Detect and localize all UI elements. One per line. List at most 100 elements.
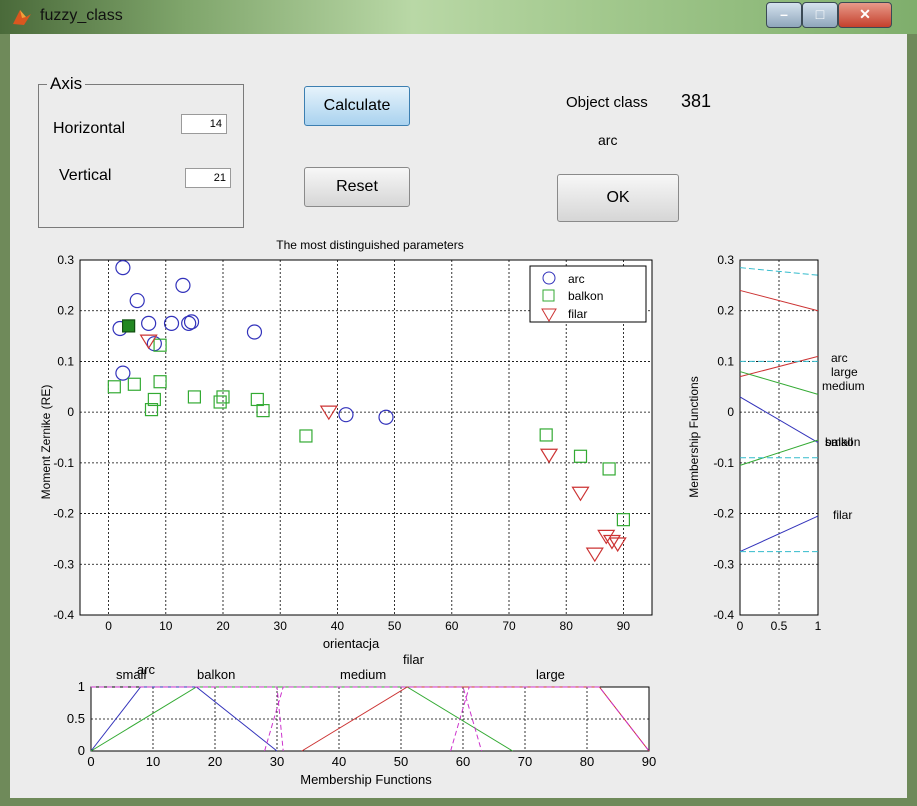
main-xtick-label: 90 bbox=[617, 619, 631, 633]
balkon-point bbox=[602, 462, 616, 476]
balkon-point bbox=[153, 375, 167, 389]
bottom-annot-filar: filar bbox=[403, 652, 425, 667]
right-series-line-2 bbox=[739, 371, 819, 395]
arc-point bbox=[141, 315, 157, 331]
right-xtick-label: 0.5 bbox=[771, 619, 788, 633]
arc-point bbox=[129, 292, 145, 309]
right-plot-area: 0 0.5 1 0.3 0.2 0.1 0 -0.1 -0.2 -0.3 -0.4 bbox=[713, 253, 821, 633]
balkon-point bbox=[250, 392, 264, 407]
maximize-button[interactable]: □ bbox=[802, 2, 838, 28]
main-xtick-label: 10 bbox=[159, 619, 173, 633]
main-xtick-label: 0 bbox=[105, 619, 112, 633]
right-ytick-label: 0.2 bbox=[717, 304, 734, 318]
legend-arc-marker bbox=[542, 271, 556, 285]
filar-point bbox=[571, 486, 590, 502]
main-frame bbox=[79, 259, 653, 616]
main-ytick-label: 0.2 bbox=[57, 304, 74, 318]
object-class-label: Object class bbox=[566, 94, 648, 111]
main-ytick-label: -0.1 bbox=[53, 456, 74, 470]
bottom-frame bbox=[90, 686, 650, 752]
right-series-line-3 bbox=[739, 396, 819, 444]
right-ytick-label: -0.4 bbox=[713, 608, 734, 622]
right-frame bbox=[739, 259, 819, 616]
right-xtick-label: 1 bbox=[815, 619, 822, 633]
object-class-value: 381 bbox=[681, 91, 712, 111]
main-xtick-label: 50 bbox=[388, 619, 402, 633]
balkon-point bbox=[107, 380, 121, 394]
legend-balkon-label: balkon bbox=[568, 289, 603, 303]
bottom-ytick-label: 0.5 bbox=[67, 711, 85, 726]
bottom-series-line-0 bbox=[90, 686, 278, 752]
right-ytick-label: -0.2 bbox=[713, 507, 734, 521]
horizontal-input[interactable]: 14 bbox=[181, 114, 227, 134]
bottom-series-line-6 bbox=[450, 686, 650, 752]
arc-point bbox=[183, 314, 200, 330]
bottom-annot-arc: arc bbox=[137, 662, 156, 677]
bottom-plot-area: 0 10 20 30 40 50 60 70 80 90 1 0.5 0 bbox=[67, 679, 656, 769]
main-xtick-label: 70 bbox=[502, 619, 516, 633]
legend-filar-label: filar bbox=[568, 307, 587, 321]
bottom-chart-xlabel: Membership Functions bbox=[300, 772, 432, 787]
right-series-line-4 bbox=[739, 439, 819, 466]
filar-point bbox=[585, 547, 604, 563]
right-annot-filar: filar bbox=[833, 508, 852, 522]
balkon-point bbox=[147, 392, 161, 407]
arc-point bbox=[246, 324, 263, 340]
arc-point bbox=[378, 409, 394, 425]
main-ytick-label: -0.2 bbox=[53, 507, 74, 521]
legend-balkon-marker bbox=[542, 289, 555, 302]
bottom-series-line-4 bbox=[91, 686, 284, 752]
bottom-xtick-label: 80 bbox=[580, 754, 594, 769]
bottom-ytick-label: 1 bbox=[78, 679, 85, 694]
bottom-xtick-label: 90 bbox=[642, 754, 656, 769]
arc-point bbox=[115, 260, 131, 276]
filar-point bbox=[139, 334, 158, 350]
right-annot-medium: medium bbox=[822, 379, 865, 393]
arc-point bbox=[146, 336, 162, 352]
vertical-input[interactable]: 21 bbox=[185, 168, 231, 188]
axis-groupbox: Axis Horizontal 14 Vertical 21 bbox=[38, 74, 244, 228]
filar-point bbox=[539, 448, 559, 464]
main-xtick-label: 20 bbox=[216, 619, 230, 633]
right-annot-large: large bbox=[831, 365, 858, 379]
filar-point bbox=[319, 405, 338, 421]
balkon-point bbox=[153, 338, 167, 352]
right-annot-arc: arc bbox=[831, 351, 848, 365]
right-ytick-label: 0.3 bbox=[717, 253, 734, 267]
main-chart-ylabel: Moment Zernike (RE) bbox=[39, 385, 53, 500]
bottom-xtick-label: 0 bbox=[87, 754, 94, 769]
minimize-button[interactable]: – bbox=[766, 2, 802, 28]
right-annot-balkon: balkon bbox=[825, 435, 860, 449]
right-xtick-label: 0 bbox=[737, 619, 744, 633]
balkon-point bbox=[127, 377, 141, 391]
main-chart-xlabel: orientacja bbox=[323, 636, 380, 651]
main-plot-area: 0 10 20 30 40 50 60 70 80 90 0.3 0.2 0.1 0 -0.1 -0.2 -0.… bbox=[53, 253, 653, 633]
balkon-point bbox=[213, 395, 227, 409]
close-button[interactable]: ✕ bbox=[838, 2, 892, 28]
bottom-ytick-label: 0 bbox=[78, 743, 85, 758]
main-ytick-label: 0 bbox=[67, 405, 74, 419]
right-annot-small: small bbox=[825, 435, 853, 449]
calculate-button[interactable]: Calculate bbox=[304, 86, 410, 126]
reset-button[interactable]: Reset bbox=[304, 167, 410, 207]
main-xtick-label: 80 bbox=[560, 619, 574, 633]
bottom-xtick-label: 20 bbox=[208, 754, 222, 769]
balkon-point bbox=[539, 428, 553, 442]
right-ytick-label: -0.1 bbox=[713, 456, 734, 470]
right-chart-ylabel: Membership Functions bbox=[687, 376, 701, 497]
bottom-xtick-label: 60 bbox=[456, 754, 470, 769]
main-xtick-label: 30 bbox=[274, 619, 288, 633]
main-ytick-label: 0.3 bbox=[57, 253, 74, 267]
bottom-xtick-label: 40 bbox=[332, 754, 346, 769]
main-ytick-label: -0.4 bbox=[53, 608, 74, 622]
main-xtick-label: 40 bbox=[331, 619, 345, 633]
bottom-xtick-label: 70 bbox=[518, 754, 532, 769]
bottom-series-line-5 bbox=[264, 686, 483, 752]
title-bar[interactable]: fuzzy_class – □ ✕ bbox=[0, 0, 917, 34]
axis-group-title: Axis bbox=[47, 74, 86, 94]
ok-button[interactable]: OK bbox=[557, 174, 679, 222]
window-title: fuzzy_class bbox=[40, 7, 123, 24]
balkon-point bbox=[256, 404, 270, 418]
arc-point bbox=[112, 320, 128, 337]
